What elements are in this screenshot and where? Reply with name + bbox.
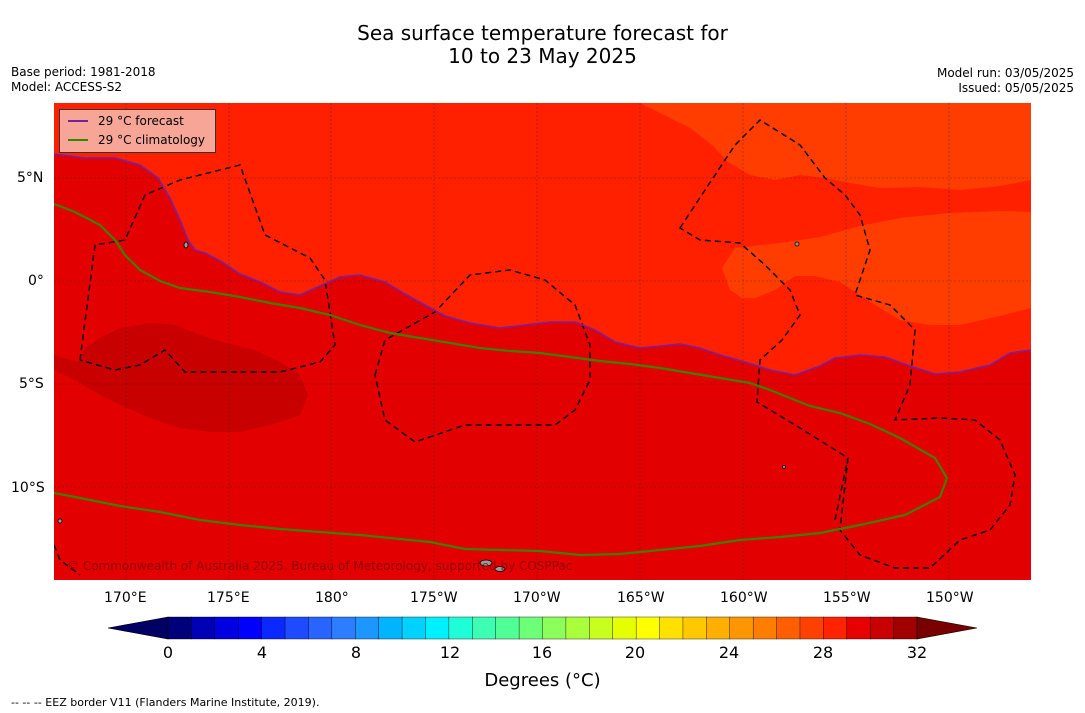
eez-border-kiribati-phoenix	[374, 269, 591, 443]
chart-title: Sea surface temperature forecast for 10 …	[0, 22, 1085, 68]
colorbar-segment	[425, 616, 450, 640]
colorbar-under-arrow	[107, 616, 169, 640]
lon-tick-170w: 170°W	[513, 590, 561, 606]
colorbar-segment	[401, 616, 426, 640]
island-tuvalu	[57, 518, 63, 524]
colorbar-segments	[107, 616, 978, 640]
islands	[57, 241, 800, 572]
title-line-1: Sea surface temperature forecast for	[357, 21, 728, 45]
colorbar-segment	[682, 616, 707, 640]
colorbar-segment	[542, 616, 567, 640]
legend-label-forecast: 29 °C forecast	[98, 114, 184, 128]
colorbar-segment	[518, 616, 544, 640]
colorbar-segment	[284, 616, 309, 640]
island-dot-1	[782, 465, 786, 469]
lon-tick-150w: 150°W	[926, 590, 974, 606]
island-kiritimati	[794, 241, 800, 247]
issued-text: Issued: 05/05/2025	[958, 81, 1074, 95]
lon-tick-170e: 170°E	[104, 590, 147, 606]
cb-tick-0: 0	[162, 643, 174, 662]
colorbar-segment	[846, 616, 871, 640]
title-line-2: 10 to 23 May 2025	[448, 44, 637, 68]
lon-tick-175w: 175°W	[410, 590, 458, 606]
colorbar-segment	[191, 616, 216, 640]
legend-item-climatology: 29 °C climatology	[68, 132, 205, 148]
meta-right: Model run: 03/05/2025 Issued: 05/05/2025	[937, 66, 1074, 96]
colorbar-segment	[565, 616, 590, 640]
eez-border-west	[54, 544, 81, 576]
sst-band-27-28-south	[722, 211, 1031, 325]
cb-tick-16: 16	[531, 643, 553, 662]
colorbar-segment	[589, 616, 614, 640]
island-samoa	[479, 559, 493, 567]
colorbar	[107, 616, 978, 640]
island-samoa-east	[494, 566, 506, 572]
sst-band-30-31	[54, 323, 308, 432]
legend-item-forecast: 29 °C forecast	[68, 113, 184, 129]
cb-tick-24: 24	[718, 643, 740, 662]
colorbar-segment	[706, 616, 731, 640]
lon-tick-180: 180°	[315, 590, 349, 606]
cb-tick-8: 8	[350, 643, 362, 662]
colorbar-segment	[331, 616, 356, 640]
legend-swatch-climatology	[68, 139, 88, 141]
meta-left: Base period: 1981-2018 Model: ACCESS-S2	[11, 65, 156, 95]
cb-tick-20: 20	[624, 643, 646, 662]
base-period-text: Base period: 1981-2018	[11, 65, 156, 79]
eez-border-kiribati-line	[679, 119, 1016, 569]
lon-tick-160w: 160°W	[720, 590, 768, 606]
map-grid	[54, 103, 1031, 580]
legend-label-climatology: 29 °C climatology	[98, 133, 206, 147]
sst-field	[54, 103, 1031, 580]
climatology-29c-line	[54, 202, 949, 557]
copyright-text: © Commonwealth of Australia 2025, Bureau…	[67, 559, 573, 573]
colorbar-segment	[869, 616, 895, 640]
colorbar-segment	[752, 616, 778, 640]
lon-tick-175e: 175°E	[207, 590, 250, 606]
cb-tick-4: 4	[256, 643, 268, 662]
eez-border-cook	[834, 457, 849, 521]
colorbar-segment	[729, 616, 754, 640]
colorbar-segment	[799, 616, 824, 640]
lon-tick-155w: 155°W	[823, 590, 871, 606]
colorbar-segment	[893, 616, 918, 640]
colorbar-segment	[635, 616, 661, 640]
model-text: Model: ACCESS-S2	[11, 80, 123, 94]
colorbar-over-arrow	[916, 616, 978, 640]
sst-band-27-28	[640, 103, 1031, 190]
lon-tick-165w: 165°W	[617, 590, 665, 606]
colorbar-segment	[776, 616, 801, 640]
colorbar-segment	[355, 616, 380, 640]
colorbar-segment	[659, 616, 684, 640]
colorbar-segment	[823, 616, 848, 640]
island-tarawa	[183, 241, 189, 249]
colorbar-segment	[214, 616, 239, 640]
colorbar-segment	[448, 616, 473, 640]
eez-note: -- -- -- EEZ border V11 (Flanders Marine…	[11, 696, 320, 709]
cb-tick-12: 12	[439, 643, 461, 662]
colorbar-segment	[612, 616, 637, 640]
forecast-29c-line	[54, 153, 1031, 376]
colorbar-label: Degrees (°C)	[484, 670, 601, 691]
lat-tick-0: 0°	[28, 273, 44, 289]
cb-tick-32: 32	[906, 643, 928, 662]
colorbar-segment	[495, 616, 520, 640]
colorbar-segment	[472, 616, 497, 640]
eez-borders	[54, 119, 1016, 576]
lat-tick-10s: 10°S	[11, 480, 45, 496]
colorbar-segment	[261, 616, 286, 640]
model-run-text: Model run: 03/05/2025	[936, 66, 1074, 80]
colorbar-segment	[308, 616, 333, 640]
cb-tick-28: 28	[812, 643, 834, 662]
eez-border-kiribati-gilbert	[79, 164, 336, 373]
map-legend: 29 °C forecast 29 °C climatology	[59, 109, 216, 153]
colorbar-segment	[167, 616, 192, 640]
lat-tick-5s: 5°S	[19, 376, 44, 392]
colorbar-segment	[378, 616, 403, 640]
legend-swatch-forecast	[68, 120, 88, 122]
colorbar-segment	[238, 616, 263, 640]
lat-tick-5n: 5°N	[17, 170, 44, 186]
